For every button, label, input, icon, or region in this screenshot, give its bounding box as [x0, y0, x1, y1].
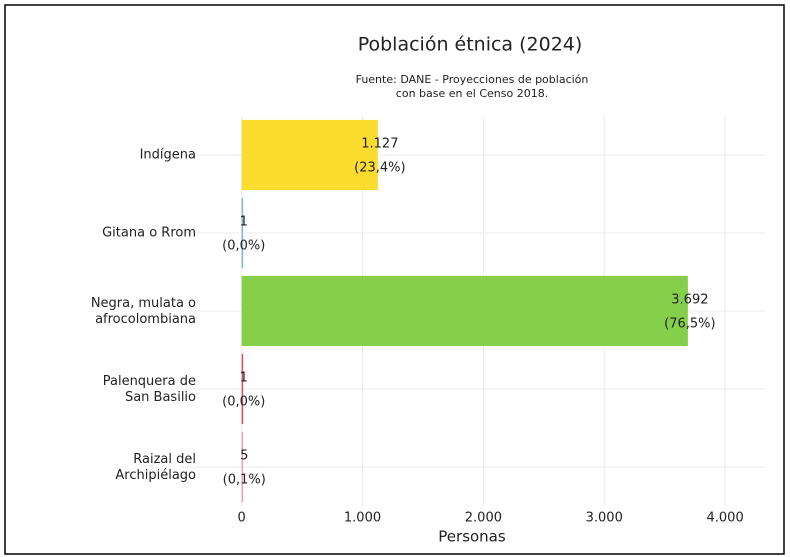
value-label: 1.127 [361, 137, 398, 152]
bar [241, 431, 244, 503]
percent-label: (0,0%) [222, 395, 265, 410]
x-tick-label: 1.000 [344, 511, 381, 526]
y-tick-label: Raizal del Archipiélago [115, 452, 196, 483]
x-tick-label: 3.000 [586, 511, 623, 526]
x-tick-label: 0 [238, 511, 246, 526]
bar [241, 197, 244, 269]
chart-subtitle: con base en el Censo 2018. [396, 87, 548, 100]
y-tick-label: Indígena [140, 148, 196, 163]
y-tick-label: Negra, mulata o afrocolombiana [91, 296, 196, 327]
chart-title: Población étnica (2024) [358, 34, 583, 56]
percent-label: (0,1%) [223, 473, 266, 488]
bar [241, 353, 244, 425]
y-tick-label: Palenquera de San Basilio [103, 374, 196, 405]
value-label: 1 [240, 371, 248, 386]
percent-label: (0,0%) [222, 239, 265, 254]
value-label: 3.692 [671, 293, 708, 308]
x-axis-label: Personas [438, 528, 506, 546]
percent-label: (23,4%) [354, 161, 405, 176]
x-tick-label: 2.000 [465, 511, 502, 526]
percent-label: (76,5%) [664, 317, 715, 332]
bar [241, 119, 378, 191]
y-tick-label: Gitana o Rrom [102, 226, 196, 241]
bar [241, 275, 688, 347]
x-tick-label: 4.000 [707, 511, 744, 526]
value-label: 1 [240, 215, 248, 230]
chart-subtitle: Fuente: DANE - Proyecciones de población [356, 73, 589, 86]
value-label: 5 [240, 449, 248, 464]
